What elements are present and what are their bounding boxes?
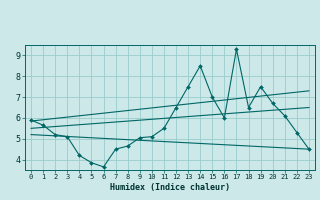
X-axis label: Humidex (Indice chaleur): Humidex (Indice chaleur) xyxy=(110,183,230,192)
